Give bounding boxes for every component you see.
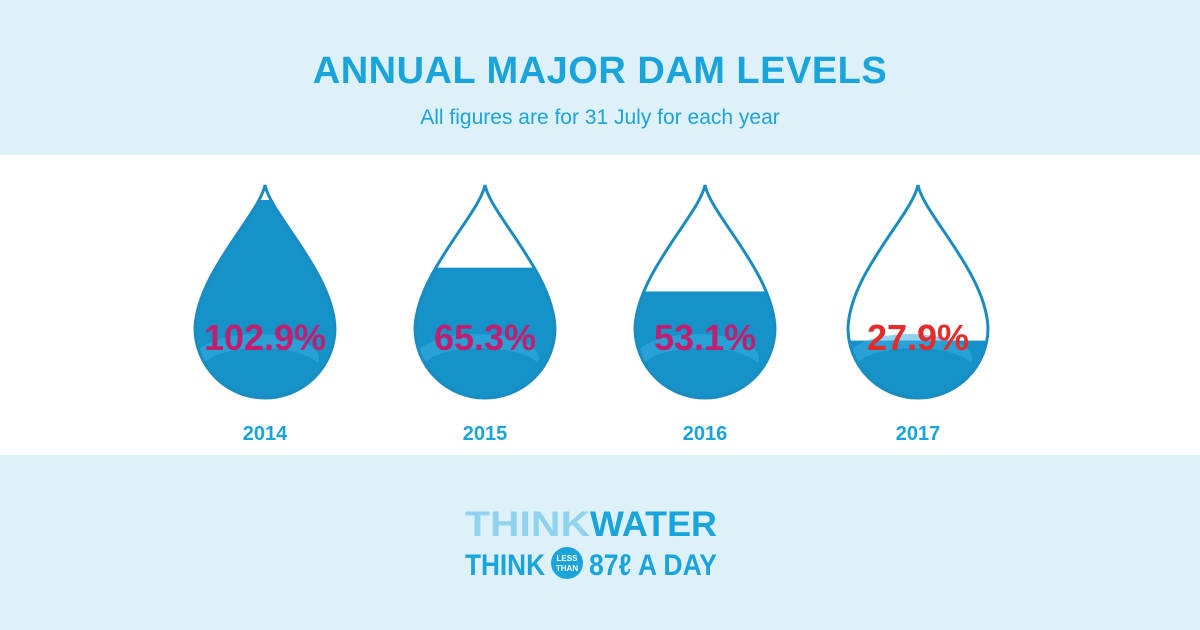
logo-think-text: THINK [465,505,590,544]
year-label: 2015 [463,423,508,445]
water-shadow [854,348,974,392]
water-shadow [201,348,321,392]
value-label: 53.1% [654,317,756,358]
water-shadow [641,348,761,392]
drop-2016: 53.1% 2016 [633,184,777,445]
badge-less-text: LESS [557,554,579,563]
header-band: ANNUAL MAJOR DAM LEVELS All figures are … [0,0,1200,155]
logo-water-text: WATER [590,505,717,544]
water-shadow [421,348,541,392]
value-label: 102.9% [204,317,326,358]
value-label: 65.3% [434,317,536,358]
think-water-logo: THINK WATER THINK LESS THAN 87ℓ A DAY [465,505,717,580]
year-label: 2014 [243,423,288,445]
drop-outline [413,184,557,400]
value-label: 27.9% [867,317,969,358]
dam-levels-chart: 102.9% 2014 65.3% 2015 53.1% 2016 27.9% 2017 [193,184,990,445]
page-subtitle: All figures are for 31 July for each yea… [420,106,780,129]
year-label: 2016 [683,423,728,445]
logo-87l-a-day-text: 87ℓ A DAY [589,549,717,580]
drop-outline [846,184,990,400]
logo-think-text-2: THINK [465,549,545,580]
footer-band [0,455,1200,630]
page-title: ANNUAL MAJOR DAM LEVELS [312,50,888,92]
drop-outline [633,184,777,400]
less-than-badge [551,547,583,579]
drop-2014: 102.9% 2014 [193,184,337,445]
drop-2017: 27.9% 2017 [846,184,990,445]
badge-than-text: THAN [556,564,578,573]
year-label: 2017 [896,423,941,445]
drop-2015: 65.3% 2015 [413,184,557,445]
drop-outline [193,184,337,400]
